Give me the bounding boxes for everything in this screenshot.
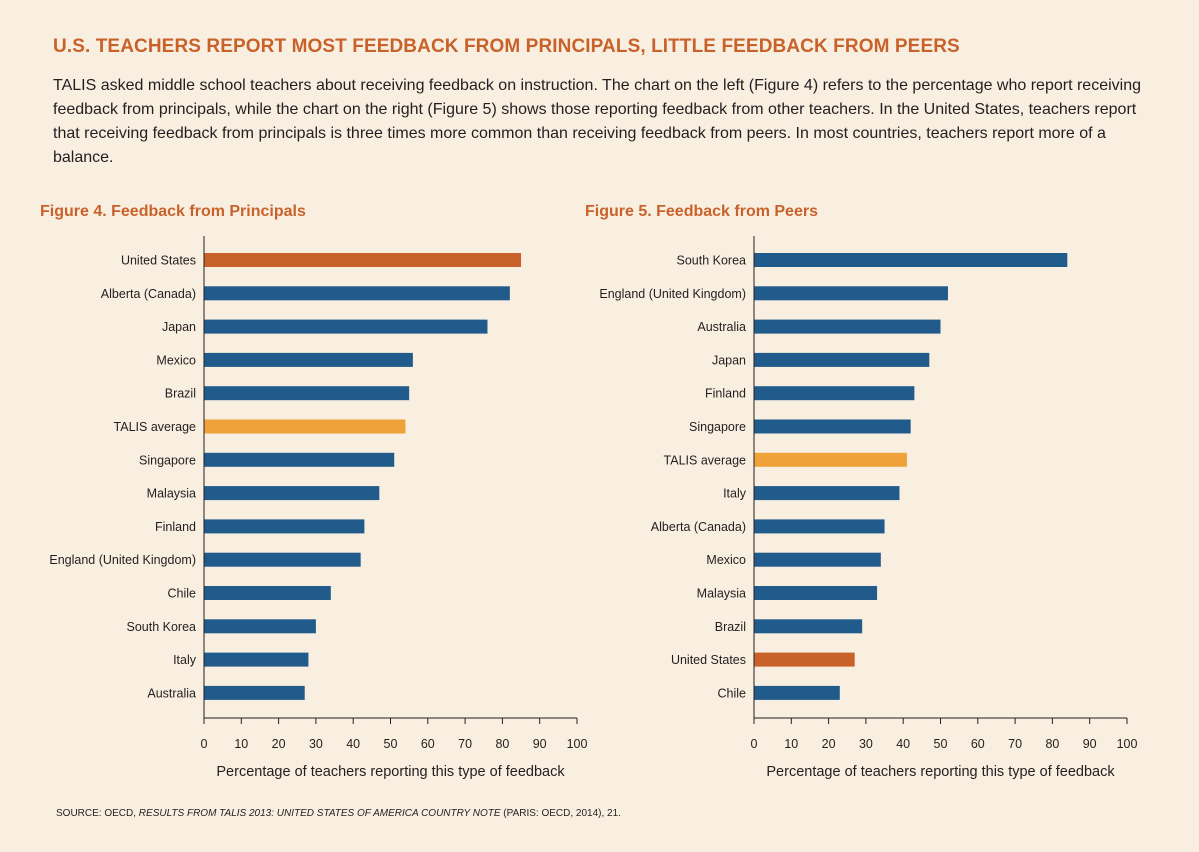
fig4-category-label-south-korea: South Korea [127,620,197,634]
figure-5-title: Figure 5. Feedback from Peers [585,203,818,220]
page-title: U.S. TEACHERS REPORT MOST FEEDBACK FROM … [53,36,960,57]
fig4-bar-south-korea [204,619,316,634]
fig4-bar-italy [204,652,309,667]
fig4-category-label-england-united-kingdom: England (United Kingdom) [49,553,196,567]
fig4-bar-malaysia [204,486,380,501]
source-prefix: SOURCE: OECD, [56,808,139,819]
fig4-tick-label-90: 90 [533,737,547,751]
intro-paragraph: TALIS asked middle school teachers about… [53,77,1141,166]
fig4-category-label-japan: Japan [162,320,196,334]
fig4-category-label-australia: Australia [147,686,196,700]
fig4-bar-talis-average [204,419,406,434]
fig4-bar-united-states [204,253,522,267]
fig4-bar-alberta-canada [204,286,510,301]
fig4-bar-australia [204,685,305,700]
fig4-bar-england-united-kingdom [204,552,361,567]
fig4-tick-label-20: 20 [272,737,286,751]
fig4-category-label-italy: Italy [173,653,197,667]
fig4-category-label-singapore: Singapore [139,453,196,467]
fig4-tick-label-70: 70 [458,737,472,751]
source-title: RESULTS FROM TALIS 2013: UNITED STATES O… [138,808,501,819]
fig4-category-label-malaysia: Malaysia [147,487,196,501]
fig4-bar-chile [204,586,331,600]
fig4-tick-label-40: 40 [346,737,360,751]
fig4-category-label-mexico: Mexico [156,353,196,367]
fig4-category-label-brazil: Brazil [165,387,196,401]
fig4-tick-label-10: 10 [234,737,248,751]
fig4-tick-label-100: 100 [567,737,588,751]
fig4-x-axis-title: Percentage of teachers reporting this ty… [216,764,565,780]
fig4-category-label-talis-average: TALIS average [114,420,197,434]
fig4-tick-label-60: 60 [421,737,435,751]
fig4-category-label-alberta-canada: Alberta (Canada) [101,287,196,301]
fig4-bar-mexico [204,352,413,367]
source-note: SOURCE: OECD, RESULTS FROM TALIS 2013: U… [56,808,621,819]
fig4-category-label-chile: Chile [168,587,197,601]
fig4-tick-label-0: 0 [201,737,208,751]
fig4-bar-japan [204,319,488,334]
fig4-category-label-finland: Finland [155,520,196,534]
source-suffix: (PARIS: OECD, 2014), 21. [500,808,621,819]
fig4-tick-label-30: 30 [309,737,323,751]
fig4-tick-label-80: 80 [495,737,509,751]
fig4-bar-singapore [204,452,395,467]
fig4-category-label-united-states: United States [121,254,196,268]
fig4-bar-finland [204,519,365,534]
figure-4-title: Figure 4. Feedback from Principals [40,203,306,220]
fig4-bar-brazil [204,386,410,401]
fig4-tick-label-50: 50 [384,737,398,751]
